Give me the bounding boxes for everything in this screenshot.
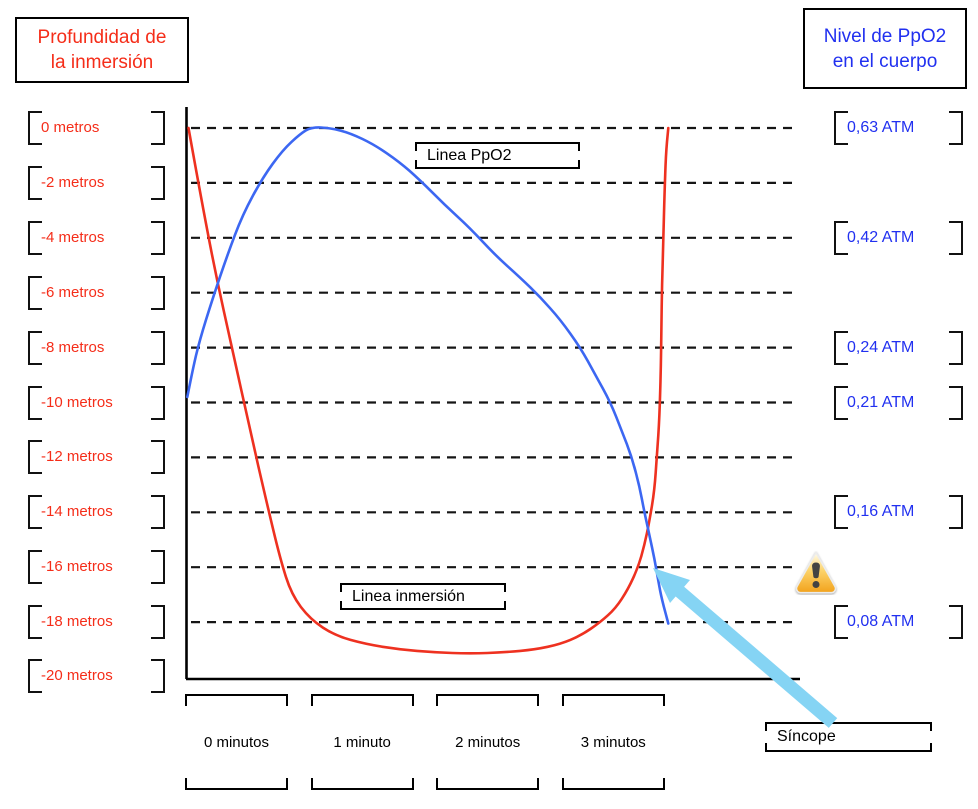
time-label-text: 0 minutos <box>203 733 270 751</box>
time-bracket-bottom <box>561 778 665 790</box>
atm-label-text: 0,08 ATM <box>847 613 915 631</box>
atm-label-text: 0,42 ATM <box>847 228 915 246</box>
atm-label: 0,21 ATM <box>834 385 963 420</box>
depth-label-text: -16 metros <box>41 558 113 576</box>
depth-label: -8 metros <box>28 330 165 365</box>
atm-label-text: 0,21 ATM <box>847 393 915 411</box>
depth-label: -6 metros <box>28 275 165 310</box>
depth-label-text: -12 metros <box>41 448 113 466</box>
depth-label-text: 0 metros <box>41 119 100 136</box>
depth-label-text: -4 metros <box>41 228 105 246</box>
time-label-text: 2 minutos <box>455 733 521 751</box>
time-bracket-top <box>310 694 414 706</box>
time-label-text: 3 minutos <box>580 733 646 751</box>
depth-label-text: -8 metros <box>41 338 105 356</box>
time-bracket-bottom <box>310 778 414 790</box>
depth-label: -2 metros <box>28 165 165 200</box>
time-label-text: 1 minuto <box>333 733 391 751</box>
atm-label: 0,24 ATM <box>834 330 963 365</box>
depth-axis-title-line1: Profundidad de <box>37 27 167 48</box>
time-label: 1 minuto <box>310 694 414 790</box>
time-label: 3 minutos <box>561 694 665 790</box>
ppo2-axis-title: Nivel de PpO2 en el cuerpo <box>803 8 967 89</box>
depth-label: 0 metros <box>28 111 165 145</box>
immersion-curve <box>187 126 670 655</box>
depth-label-text: -6 metros <box>41 283 105 301</box>
time-bracket-top <box>185 694 288 706</box>
time-bracket-bottom <box>185 778 288 790</box>
depth-label-text: -14 metros <box>41 503 113 521</box>
ppo2-line-label: Linea PpO2 <box>415 142 580 169</box>
atm-label-text: 0,16 ATM <box>847 503 915 521</box>
depth-label: -12 metros <box>28 440 165 475</box>
ppo2-line-label-text: Linea PpO2 <box>427 146 512 164</box>
depth-label-text: -10 metros <box>41 393 113 411</box>
depth-label: -20 metros <box>28 659 165 693</box>
depth-axis-title: Profundidad de la inmersión <box>15 17 189 83</box>
warning-icon <box>793 549 839 595</box>
atm-label: 0,42 ATM <box>834 220 963 255</box>
ppo2-axis-title-line2: en el cuerpo <box>832 50 938 72</box>
time-bracket-bottom <box>436 778 540 790</box>
depth-label: -4 metros <box>28 220 165 255</box>
depth-label-text: -18 metros <box>41 613 113 631</box>
depth-label: -10 metros <box>28 385 165 420</box>
atm-label-text: 0,63 ATM <box>847 119 915 136</box>
depth-label: -18 metros <box>28 605 165 640</box>
immersion-line-label: Linea inmersión <box>340 583 506 610</box>
depth-label: -14 metros <box>28 495 165 530</box>
time-label: 0 minutos <box>185 694 288 790</box>
depth-label-text: -2 metros <box>41 173 105 191</box>
atm-label: 0,08 ATM <box>834 605 963 640</box>
ppo2-curve <box>186 126 670 625</box>
syncope-label-text: Síncope <box>777 728 836 745</box>
ppo2-axis-title-line1: Nivel de PpO2 <box>823 25 947 47</box>
time-bracket-top <box>436 694 540 706</box>
depth-axis-title-line2: la inmersión <box>50 52 154 73</box>
atm-label: 0,16 ATM <box>834 495 963 530</box>
depth-label-text: -20 metros <box>41 667 113 684</box>
warning-icon-svg <box>795 550 837 594</box>
time-label: 2 minutos <box>436 694 540 790</box>
sincope-arrow-head <box>653 568 690 603</box>
syncope-label: Síncope <box>765 722 932 752</box>
sincope-arrow-shaft <box>673 585 838 728</box>
atm-label-text: 0,24 ATM <box>847 338 915 356</box>
immersion-line-label-text: Linea inmersión <box>352 587 465 605</box>
depth-label: -16 metros <box>28 550 165 585</box>
atm-label: 0,63 ATM <box>834 111 963 145</box>
time-bracket-top <box>561 694 665 706</box>
